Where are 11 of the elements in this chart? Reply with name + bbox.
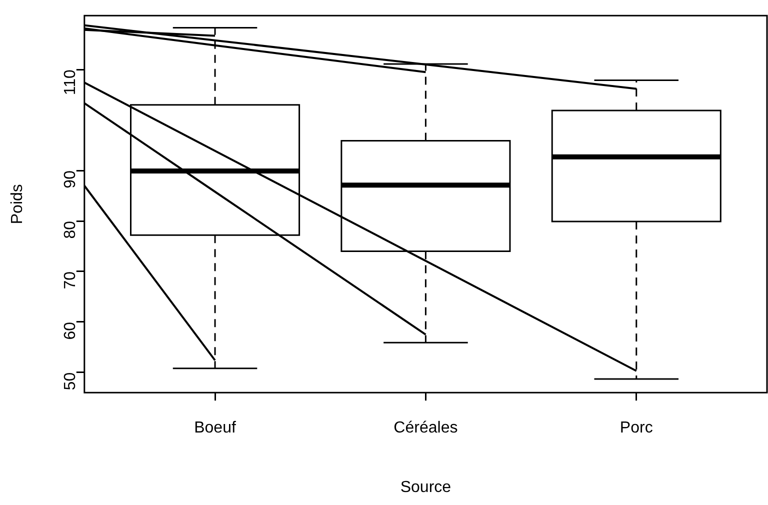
- y-axis-title: Poids: [9, 184, 26, 224]
- y-tick-label: 90: [62, 170, 79, 188]
- x-tick-label: Céréales: [394, 420, 458, 437]
- x-axis-title: Source: [400, 478, 452, 496]
- y-tick-label: 110: [62, 70, 79, 96]
- y-tick-label: 50: [62, 372, 79, 390]
- y-tick-label: 70: [62, 271, 79, 290]
- x-tick-label: Porc: [620, 420, 653, 437]
- x-tick-label: Boeuf: [194, 420, 236, 437]
- y-tick-label: 80: [62, 220, 79, 239]
- y-tick-label: 60: [62, 322, 79, 340]
